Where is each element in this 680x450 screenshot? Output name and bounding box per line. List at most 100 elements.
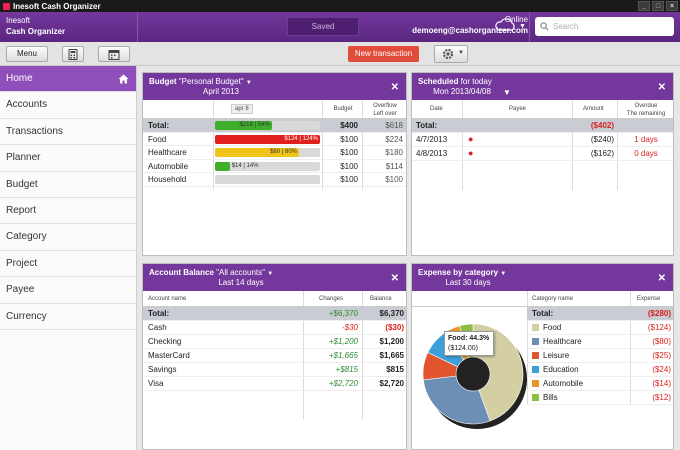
- account-row[interactable]: MasterCard +$1,665 $1,665: [143, 349, 406, 363]
- scheduled-amount: ($240): [590, 135, 614, 144]
- budget-row[interactable]: Healthcare $80 | 80% $100 $180: [143, 146, 406, 160]
- expense-row[interactable]: Automobile ($14): [527, 377, 673, 391]
- account-period: Last 14 days: [218, 278, 264, 287]
- leftover-amount: $224: [385, 134, 403, 144]
- budget-row[interactable]: Food $124 | 124% $100 $224: [143, 133, 406, 146]
- sidebar-item-home[interactable]: Home: [0, 66, 136, 93]
- cloud-icon[interactable]: [493, 18, 517, 32]
- search-icon: [540, 22, 549, 31]
- sidebar-item-accounts[interactable]: Accounts: [0, 92, 136, 119]
- expense-category: Bills: [543, 393, 558, 402]
- calendar-button[interactable]: [98, 46, 130, 62]
- sidebar-item-label: Accounts: [6, 99, 48, 111]
- budget-progress-bar: [215, 175, 320, 184]
- sidebar-item-planner[interactable]: Planner: [0, 145, 136, 172]
- close-icon[interactable]: ✕: [390, 82, 399, 93]
- new-transaction-button[interactable]: New transaction: [348, 46, 419, 62]
- budget-panel-header[interactable]: Budget "Personal Budget" ▼ April 2013 ✕: [143, 73, 406, 100]
- budget-amount: $100: [340, 161, 358, 171]
- expense-row[interactable]: Bills ($12): [527, 391, 673, 405]
- budget-amount: $100: [340, 134, 358, 144]
- budget-bar-label: $124 | 124%: [284, 135, 318, 142]
- account-row[interactable]: Checking +$1,200 $1,200: [143, 335, 406, 349]
- expense-value: ($24): [652, 365, 671, 374]
- chevron-down-icon[interactable]: ▼: [245, 80, 252, 86]
- account-row[interactable]: Cash -$30 ($30): [143, 321, 406, 335]
- legend-swatch: [532, 352, 539, 359]
- pie-tooltip: Food: 44.3% ($124.00): [444, 331, 494, 356]
- account-header-row: Account name Changes Balance: [143, 291, 406, 307]
- scheduled-row[interactable]: 4/8/2013 ● ($162) 0 days: [412, 147, 673, 161]
- account-balance: ($30): [385, 323, 404, 332]
- sidebar-item-transactions[interactable]: Transactions: [0, 119, 136, 146]
- chevron-down-icon[interactable]: ▼: [500, 271, 507, 277]
- scheduled-total-row: Total: ($402): [412, 119, 673, 133]
- account-row[interactable]: Visa +$2,720 $2,720: [143, 377, 406, 391]
- scheduled-amount: ($162): [590, 149, 614, 158]
- calculator-button[interactable]: [62, 46, 84, 62]
- budget-progress-bar: $218 | 54%: [215, 121, 320, 130]
- close-icon[interactable]: ✕: [657, 273, 666, 284]
- expense-row[interactable]: Food ($124): [527, 321, 673, 335]
- account-name: MasterCard: [148, 351, 190, 360]
- remaining-col-header: The remaining: [626, 111, 666, 117]
- sidebar-item-budget[interactable]: Budget: [0, 172, 136, 198]
- gear-icon: [442, 48, 454, 60]
- saved-status: Saved: [287, 17, 359, 36]
- expense-panel-header[interactable]: Expense by category ▼ Last 30 days ✕: [412, 264, 673, 291]
- chevron-down-icon[interactable]: ▼: [519, 23, 526, 30]
- expense-row[interactable]: Leisure ($25): [527, 349, 673, 363]
- account-email[interactable]: demoeng@cashorganizer.com: [412, 26, 528, 35]
- account-balance-title: Account Balance: [149, 268, 214, 277]
- category-col-header: Category name: [532, 296, 574, 302]
- budget-row[interactable]: Household $100 $100: [143, 173, 406, 187]
- chevron-down-icon[interactable]: ▼: [503, 88, 511, 97]
- account-balance: $2,720: [379, 379, 404, 388]
- budget-progress-fill: [215, 148, 299, 157]
- menu-button[interactable]: Menu: [6, 46, 48, 62]
- sidebar-item-currency[interactable]: Currency: [0, 304, 136, 330]
- chevron-down-icon[interactable]: ▼: [267, 271, 274, 277]
- account-row[interactable]: Savings +$815 $815: [143, 363, 406, 377]
- category-name: Automobile: [148, 161, 189, 171]
- account-filter: "All accounts": [216, 268, 265, 277]
- online-status: Online: [504, 15, 528, 24]
- window-title: Inesoft Cash Organizer: [13, 1, 101, 11]
- header-divider: [137, 12, 138, 42]
- account-balance-panel-header[interactable]: Account Balance "All accounts" ▼ Last 14…: [143, 264, 406, 291]
- scheduled-panel-header[interactable]: Scheduled for today Mon 2013/04/08 ▼ ✕: [412, 73, 673, 100]
- toolbar: Menu New transaction ▼: [0, 42, 680, 66]
- budget-header-row: apr 8 Budget Overflow Left over: [143, 100, 406, 119]
- overdue-col-header: Overdue: [634, 103, 658, 109]
- settings-button[interactable]: ▼: [434, 45, 468, 63]
- budget-row[interactable]: Automobile $14 | 14% $100 $114: [143, 160, 406, 173]
- expense-title: Expense by category: [418, 268, 499, 277]
- sidebar-item-category[interactable]: Category: [0, 224, 136, 251]
- home-icon: [118, 74, 129, 84]
- budget-total-row[interactable]: Total: $218 | 54% $400 $618: [143, 119, 406, 133]
- pie-slice-healthcare[interactable]: [423, 375, 491, 425]
- sidebar-item-report[interactable]: Report: [0, 198, 136, 225]
- leftover-col-header: Left over: [373, 111, 397, 117]
- expense-row[interactable]: Education ($24): [527, 363, 673, 377]
- account-changes: +$1,200: [328, 337, 358, 346]
- account-name: Visa: [148, 379, 164, 388]
- minimize-button[interactable]: _: [638, 1, 650, 11]
- sidebar-item-label: Currency: [6, 310, 47, 322]
- close-icon[interactable]: ✕: [657, 82, 666, 93]
- sidebar-item-project[interactable]: Project: [0, 251, 136, 278]
- maximize-button[interactable]: □: [652, 1, 664, 11]
- scheduled-title-suffix: for today: [460, 77, 492, 86]
- expense-row[interactable]: Healthcare ($80): [527, 335, 673, 349]
- header-divider: [529, 12, 530, 42]
- close-icon[interactable]: ✕: [390, 273, 399, 284]
- close-window-button[interactable]: ×: [666, 1, 678, 11]
- sidebar-item-payee[interactable]: Payee: [0, 277, 136, 304]
- budget-period: April 2013: [202, 87, 240, 96]
- scheduled-row[interactable]: 4/7/2013 ● ($240) 1 days: [412, 133, 673, 147]
- budget-progress-bar: $124 | 124%: [215, 134, 320, 144]
- budget-progress-fill: [215, 121, 272, 130]
- search-input[interactable]: Search: [535, 17, 674, 36]
- total-changes: +$6,370: [328, 309, 358, 318]
- expense-category: Automobile: [543, 379, 584, 388]
